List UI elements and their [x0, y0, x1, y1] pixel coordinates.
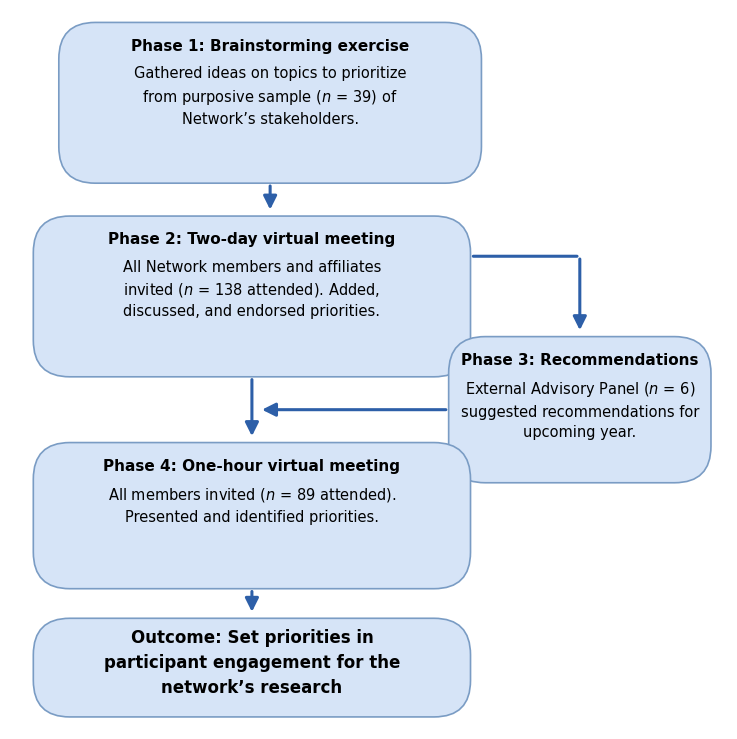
- FancyBboxPatch shape: [449, 337, 711, 483]
- Text: Outcome: Set priorities in
participant engagement for the
network’s research: Outcome: Set priorities in participant e…: [104, 629, 400, 697]
- Text: Phase 3: Recommendations: Phase 3: Recommendations: [461, 353, 699, 368]
- Text: Phase 4: One-hour virtual meeting: Phase 4: One-hour virtual meeting: [103, 459, 400, 474]
- Text: Phase 2: Two-day virtual meeting: Phase 2: Two-day virtual meeting: [108, 232, 396, 247]
- Text: All Network members and affiliates
invited ($n$ = 138 attended). Added,
discusse: All Network members and affiliates invit…: [123, 260, 381, 319]
- FancyBboxPatch shape: [33, 619, 470, 717]
- Text: Gathered ideas on topics to prioritize
from purposive sample ($n$ = 39) of
Netwo: Gathered ideas on topics to prioritize f…: [134, 67, 406, 127]
- FancyBboxPatch shape: [59, 22, 481, 183]
- FancyBboxPatch shape: [33, 443, 470, 589]
- Text: Phase 1: Brainstorming exercise: Phase 1: Brainstorming exercise: [131, 38, 409, 53]
- Text: All members invited ($n$ = 89 attended).
Presented and identified priorities.: All members invited ($n$ = 89 attended).…: [108, 486, 396, 525]
- Text: External Advisory Panel ($n$ = 6)
suggested recommendations for
upcoming year.: External Advisory Panel ($n$ = 6) sugges…: [461, 381, 699, 440]
- FancyBboxPatch shape: [33, 216, 470, 377]
